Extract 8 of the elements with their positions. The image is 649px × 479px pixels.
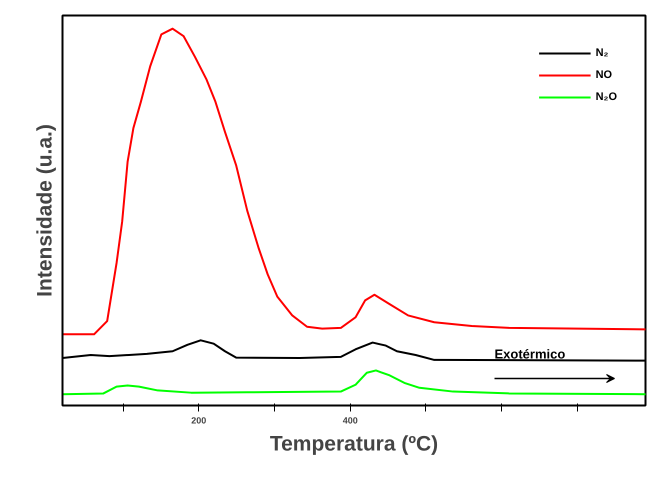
x-axis-title: Temperatura (ºC)	[270, 432, 438, 456]
legend-label: NO	[596, 69, 614, 81]
legend-label: N₂O	[596, 91, 617, 103]
annotation: Exotérmico	[494, 346, 566, 362]
x-tick-label: 200	[191, 416, 206, 426]
legend-label: N₂	[596, 47, 610, 59]
x-tick-label: 400	[342, 416, 358, 426]
y-axis-title: Intensidade (u.a.)	[34, 124, 56, 297]
